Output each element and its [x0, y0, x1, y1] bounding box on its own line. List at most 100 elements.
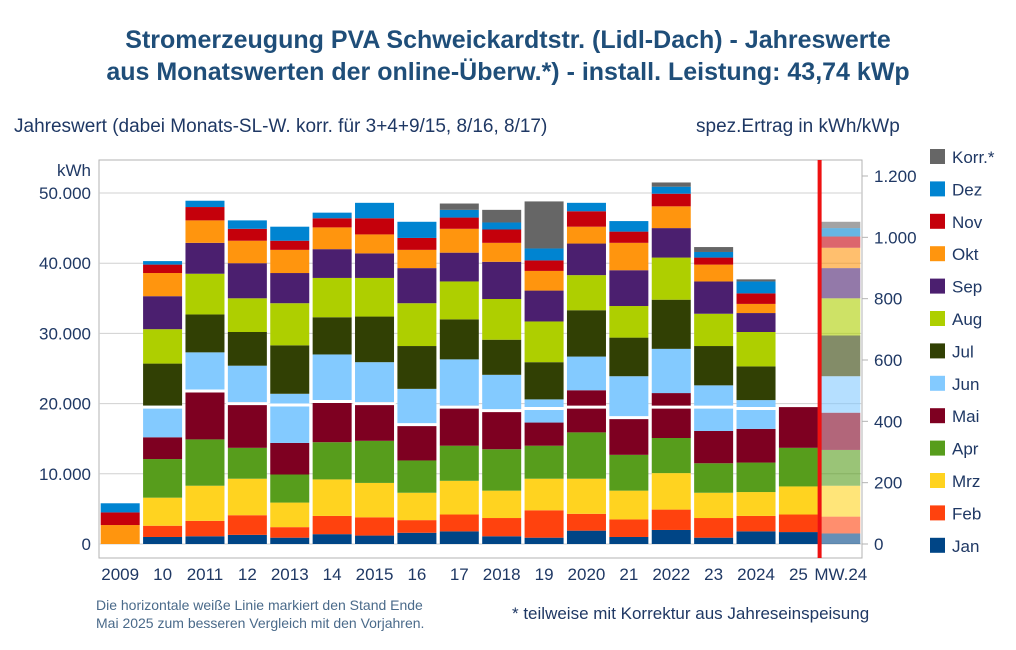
bar-segment-Dez-21	[609, 221, 649, 232]
bar-segment-Feb-2022	[651, 509, 691, 530]
bar-segment-Nov-17	[439, 217, 479, 229]
bar-segment-Dez-23	[694, 251, 734, 258]
bar-segment-Okt-2018	[482, 242, 522, 262]
bar-segment-Apr-2022	[651, 437, 691, 474]
x-tick-label: 2024	[737, 565, 775, 584]
bar-segment-Apr-2020	[566, 432, 606, 479]
bar-segment-Sep-MW.24	[821, 268, 861, 299]
bar-segment-Sep-2022	[651, 228, 691, 258]
bar-segment-Jun-14	[312, 354, 352, 402]
bar-segment-Okt-16	[397, 249, 437, 269]
bar-segment-Feb-2013	[270, 527, 310, 538]
bar-segment-Jan-2020	[566, 530, 606, 544]
bar-segment-Jul-16	[397, 346, 437, 389]
bar-segment-Korr-19	[524, 201, 564, 249]
bar-segment-Dez-2011	[185, 200, 225, 208]
legend-swatch-Korr	[930, 149, 945, 164]
bar-segment-Nov-21	[609, 231, 649, 243]
bar-segment-Jul-10	[143, 363, 183, 406]
bar-segment-Feb-2020	[566, 513, 606, 531]
legend-label-Mrz: Mrz	[952, 472, 980, 491]
legend-swatch-Aug	[930, 311, 945, 326]
bar-segment-Nov-14	[312, 218, 352, 228]
legend-swatch-Okt	[930, 246, 945, 262]
bar-segment-Aug-16	[397, 303, 437, 347]
y2-tick-label: 0	[874, 535, 883, 554]
legend-label-Jan: Jan	[952, 537, 979, 556]
bar-segment-Jul-19	[524, 362, 564, 400]
bar-segment-Aug-2013	[270, 303, 310, 346]
bar-segment-Dez-12	[227, 220, 267, 229]
bar-segment-Mai-2020	[566, 390, 606, 433]
bar-segment-Mai-2018	[482, 409, 522, 450]
bar-segment-Dez-2015	[355, 202, 395, 219]
x-tick-label: 16	[407, 565, 426, 584]
bar-segment-Feb-16	[397, 520, 437, 533]
bar-segment-Nov-23	[694, 257, 734, 265]
bar-segment-Okt-2013	[270, 249, 310, 274]
bar-segment-Jan-23	[694, 537, 734, 544]
x-tick-label: 19	[535, 565, 554, 584]
legend-swatch-Feb	[930, 505, 945, 521]
bar-segment-Sep-23	[694, 281, 734, 314]
plot-frame	[98, 159, 863, 559]
bar-segment-Apr-2018	[482, 449, 522, 491]
y2-tick-label: 1.000	[874, 228, 917, 247]
bar-segment-Okt-2020	[566, 226, 606, 244]
bar-segment-Nov-2015	[355, 218, 395, 235]
y-tick-label: 20.000	[39, 395, 91, 414]
y-tick-label: 50.000	[39, 184, 91, 203]
legend-swatch-Nov	[930, 213, 945, 229]
bar-segment-Mrz-2024	[736, 492, 776, 516]
bar-segment-Apr-14	[312, 442, 352, 480]
bar-segment-Mrz-19	[524, 478, 564, 511]
bar-segment-Aug-23	[694, 313, 734, 347]
bar-segment-Dez-2024	[736, 281, 776, 294]
bar-segment-Korr-2018	[482, 209, 522, 223]
bar-segment-Jul-21	[609, 337, 649, 377]
bar-segment-Jan-21	[609, 536, 649, 544]
y2-tick-label: 400	[874, 412, 902, 431]
bar-segment-Sep-19	[524, 290, 564, 322]
bar-segment-Jun-12	[227, 365, 267, 403]
bar-segment-Feb-21	[609, 519, 649, 537]
bar-segment-Jul-17	[439, 319, 479, 360]
legend-label-Dez: Dez	[952, 180, 982, 199]
bar-segment-Dez-2009	[100, 503, 140, 513]
legend-swatch-Mai	[930, 408, 945, 424]
bar-segment-Mai-21	[609, 417, 649, 455]
y2-tick-label: 1.200	[874, 167, 917, 186]
legend-label-Aug: Aug	[952, 310, 982, 329]
legend-swatch-Jan	[930, 537, 945, 553]
x-tick-label: 2015	[356, 565, 394, 584]
bar-segment-Apr-2013	[270, 474, 310, 503]
x-tick-label: 25	[789, 565, 808, 584]
legend-label-Korr: Korr.*	[952, 148, 995, 167]
bar-segment-Jun-2020	[566, 356, 606, 391]
bar-segment-Mrz-16	[397, 492, 437, 521]
bar-segment-Dez-2018	[482, 222, 522, 230]
bar-segment-Jun-21	[609, 376, 649, 418]
legend-label-Sep: Sep	[952, 278, 982, 297]
y-axis-unit: kWh	[57, 161, 91, 180]
bar-segment-Jul-12	[227, 331, 267, 366]
bar-segment-Aug-2011	[185, 273, 225, 315]
bar-segment-Sep-17	[439, 252, 479, 282]
bar-segment-Apr-17	[439, 445, 479, 481]
bar-segment-Jun-16	[397, 388, 437, 424]
bar-segment-Dez-17	[439, 209, 479, 218]
bar-segment-Mrz-2011	[185, 485, 225, 521]
bar-segment-Nov-2024	[736, 293, 776, 304]
bar-segment-Jun-2024	[736, 400, 776, 429]
bar-segment-Mai-2011	[185, 390, 225, 440]
bar-segment-Sep-2018	[482, 261, 522, 300]
bar-segment-Jul-2022	[651, 299, 691, 349]
bar-segment-Sep-10	[143, 296, 183, 330]
white-line-note-line-1: Die horizontale weiße Linie markiert den…	[96, 597, 423, 613]
bar-segment-Jun-2011	[185, 352, 225, 391]
bar-segment-Jan-2024	[736, 531, 776, 544]
y2-tick-label: 600	[874, 351, 902, 370]
bar-segment-Sep-2015	[355, 253, 395, 278]
bar-segment-Sep-2024	[736, 313, 776, 332]
bar-segment-Aug-10	[143, 329, 183, 364]
